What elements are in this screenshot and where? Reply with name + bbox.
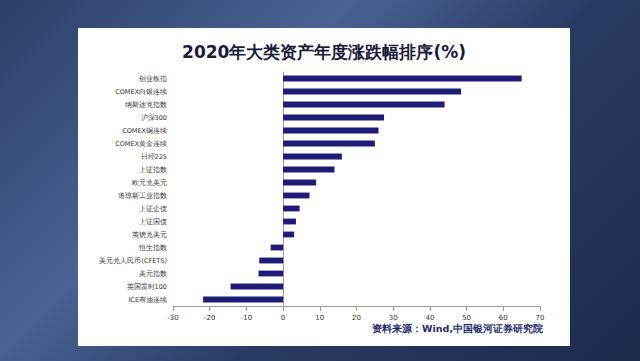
svg-text:英国富时100: 英国富时100 (127, 283, 167, 291)
svg-text:上证指数: 上证指数 (139, 166, 167, 174)
svg-text:COMEX铜连续: COMEX铜连续 (122, 127, 167, 135)
svg-text:COMEX黄金连续: COMEX黄金连续 (115, 140, 167, 148)
svg-text:10: 10 (315, 314, 324, 322)
svg-text:ICE布油连续: ICE布油连续 (128, 296, 167, 304)
svg-text:恒生指数: 恒生指数 (138, 244, 167, 252)
svg-text:欧元兑美元: 欧元兑美元 (132, 179, 167, 187)
svg-text:道琼斯工业指数: 道琼斯工业指数 (118, 192, 167, 200)
svg-text:上证国债: 上证国债 (139, 218, 167, 226)
svg-text:0: 0 (281, 314, 285, 322)
svg-text:英镑兑美元: 英镑兑美元 (132, 231, 167, 239)
svg-text:COMEX白银连续: COMEX白银连续 (115, 88, 167, 96)
svg-text:美元指数: 美元指数 (139, 270, 167, 278)
svg-text:-30: -30 (167, 314, 178, 322)
svg-text:纳斯达克指数: 纳斯达克指数 (125, 101, 167, 109)
svg-text:上证企债: 上证企债 (139, 205, 167, 213)
svg-text:日经225: 日经225 (141, 153, 167, 161)
svg-text:-10: -10 (241, 314, 252, 322)
svg-text:资料来源：Wind,中国银河证券研究院: 资料来源：Wind,中国银河证券研究院 (372, 323, 543, 334)
svg-text:50: 50 (462, 314, 471, 322)
svg-text:40: 40 (425, 314, 434, 322)
svg-text:2020年大类资产年度涨跌幅排序(%): 2020年大类资产年度涨跌幅排序(%) (182, 42, 466, 62)
svg-text:20: 20 (352, 314, 361, 322)
svg-text:70: 70 (536, 314, 545, 322)
svg-text:30: 30 (389, 314, 398, 322)
svg-text:美元兑人民币(CFETS): 美元兑人民币(CFETS) (99, 257, 167, 265)
svg-text:60: 60 (499, 314, 508, 322)
svg-text:-20: -20 (204, 314, 215, 322)
svg-text:沪深300: 沪深300 (141, 114, 167, 122)
svg-text:创业板指: 创业板指 (139, 75, 167, 83)
